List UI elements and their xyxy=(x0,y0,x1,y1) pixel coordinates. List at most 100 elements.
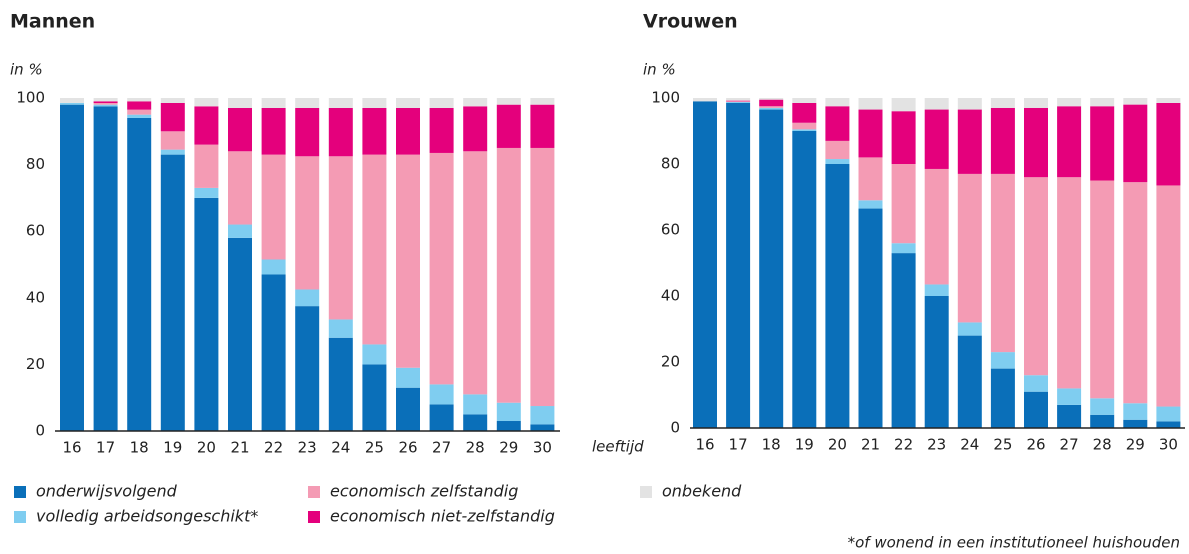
y-tick-label: 0 xyxy=(670,419,680,437)
bar-segment xyxy=(127,117,152,431)
x-tick-label: 30 xyxy=(1159,436,1178,454)
bar-segment xyxy=(990,107,1015,174)
bar-segment xyxy=(328,98,353,108)
legend-swatch xyxy=(14,511,26,523)
x-tick-label: 16 xyxy=(62,439,81,457)
bar-segment xyxy=(261,274,286,431)
x-tick-label: 27 xyxy=(1060,436,1079,454)
bar-segment xyxy=(1156,185,1181,407)
bar-segment xyxy=(295,289,320,307)
bar-segment xyxy=(496,147,521,403)
bar-segment xyxy=(924,284,949,296)
bar-segment xyxy=(362,154,387,345)
bar-segment xyxy=(127,109,152,115)
bar-segment xyxy=(127,114,152,118)
bar-segment xyxy=(759,98,784,100)
bar-segment xyxy=(957,98,982,110)
bar-segment xyxy=(228,98,252,108)
x-tick-label: 21 xyxy=(230,439,249,457)
x-tick-label: 19 xyxy=(163,439,182,457)
x-tick-label: 28 xyxy=(1093,436,1112,454)
bar-segment xyxy=(990,352,1015,369)
bar-segment xyxy=(957,173,982,323)
x-tick-label: 29 xyxy=(499,439,518,457)
bar-segment xyxy=(1057,177,1082,389)
x-tick-label: 25 xyxy=(365,439,384,457)
bar-segment xyxy=(1123,98,1148,105)
bar-segment xyxy=(1156,421,1181,428)
bar-segment xyxy=(261,259,286,275)
legend-label: onderwijsvolgend xyxy=(36,482,178,501)
bar-segment xyxy=(496,98,521,105)
bar-segment xyxy=(792,129,817,131)
bar-segment xyxy=(1024,98,1048,108)
bar-segment xyxy=(429,107,454,153)
x-tick-label: 26 xyxy=(398,439,417,457)
bar-segment xyxy=(825,106,850,141)
bar-segment xyxy=(726,98,751,101)
bar-segment xyxy=(891,164,916,244)
bar-segment xyxy=(1057,98,1082,107)
bar-segment xyxy=(530,406,555,425)
bar-segment xyxy=(1057,388,1082,405)
bar-segment xyxy=(328,156,353,320)
y-tick-label: 100 xyxy=(651,89,680,107)
x-tick-label: 25 xyxy=(993,436,1012,454)
bar-segment xyxy=(496,104,521,148)
legend-swatch xyxy=(308,511,320,523)
bar-segment xyxy=(1024,107,1048,178)
bar-segment xyxy=(362,364,387,431)
bar-segment xyxy=(194,106,219,145)
bar-segment xyxy=(1057,106,1082,178)
bar-segment xyxy=(1057,404,1082,428)
bar-segment xyxy=(858,109,883,158)
bar-segment xyxy=(429,98,454,108)
bar-segment xyxy=(194,144,219,188)
bar-segment xyxy=(463,98,488,107)
bar-segment xyxy=(957,322,982,336)
chart-title: Vrouwen xyxy=(643,11,738,33)
bar-segment xyxy=(1024,375,1048,392)
y-tick-label: 80 xyxy=(661,155,680,173)
bar-segment xyxy=(530,98,555,105)
bar-segment xyxy=(530,104,555,148)
bar-segment xyxy=(1090,414,1115,428)
y-tick-label: 40 xyxy=(661,287,680,305)
bar-segment xyxy=(924,168,949,285)
bar-segment xyxy=(759,106,784,108)
bar-segment xyxy=(261,107,286,155)
x-axis-label: leeftijd xyxy=(592,438,644,456)
bar-segment xyxy=(759,107,784,110)
bar-segment xyxy=(160,98,185,103)
bar-segment xyxy=(295,98,320,108)
x-tick-label: 21 xyxy=(861,436,880,454)
bar-segment xyxy=(396,387,420,431)
bar-segment xyxy=(693,101,717,429)
bar-segment xyxy=(957,335,982,428)
bar-segment xyxy=(362,98,387,108)
bar-segment xyxy=(924,109,949,169)
bar-segment xyxy=(990,98,1015,108)
chart-title: Mannen xyxy=(10,11,95,33)
legend-label: economisch zelfstandig xyxy=(330,482,518,501)
bar-segment xyxy=(726,100,751,102)
bar-segment xyxy=(759,109,784,429)
y-tick-label: 20 xyxy=(661,353,680,371)
bar-segment xyxy=(530,147,555,407)
bar-segment xyxy=(127,98,152,102)
legend-label: onbekend xyxy=(662,482,742,501)
bar-segment xyxy=(261,98,286,108)
y-axis-label: in % xyxy=(643,61,676,79)
x-tick-label: 18 xyxy=(762,436,781,454)
bar-segment xyxy=(792,102,817,123)
x-tick-label: 28 xyxy=(466,439,485,457)
bar-segment xyxy=(792,131,817,428)
bar-segment xyxy=(1123,419,1148,428)
bar-segment xyxy=(228,107,252,152)
bar-segment xyxy=(93,106,118,431)
x-tick-label: 27 xyxy=(432,439,451,457)
y-tick-label: 40 xyxy=(26,288,45,306)
bar-segment xyxy=(396,98,420,108)
bar-segment xyxy=(792,98,817,103)
